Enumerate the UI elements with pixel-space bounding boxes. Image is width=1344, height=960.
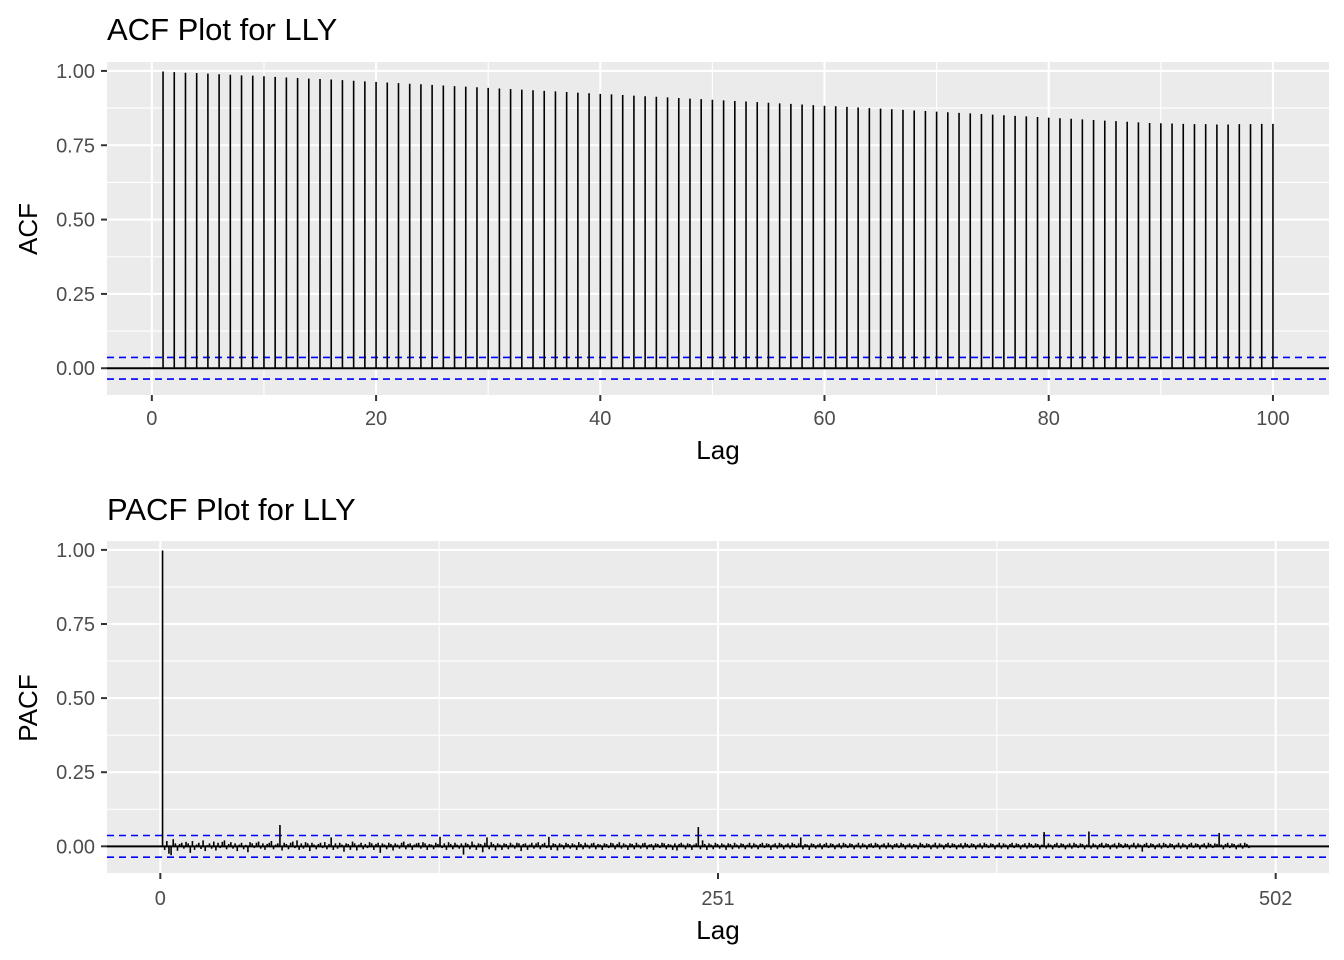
acf-y-axis: 0.00 0.25 0.50 0.75 1.00 [56,61,107,380]
x-tick-label: 40 [589,408,611,430]
y-tick-label: 0.50 [56,688,95,710]
x-tick-label: 20 [365,408,387,430]
y-tick-label: 0.75 [56,135,95,157]
y-tick-label: 0.75 [56,614,95,636]
acf-chart-title: ACF Plot for LLY [107,12,337,47]
pacf-chart: PACF Plot for LLY 0.00 0.25 0.50 0.75 1.00 0… [13,492,1329,945]
pacf-y-axis-title: PACF [13,674,43,741]
acf-plot-panel [107,62,1329,395]
x-tick-label: 100 [1256,408,1289,430]
pacf-stems [107,550,1329,856]
x-tick-label: 502 [1259,888,1292,910]
y-tick-label: 0.50 [56,210,95,232]
y-tick-label: 0.00 [56,358,95,380]
x-tick-label: 80 [1038,408,1060,430]
x-tick-label: 60 [813,408,835,430]
pacf-y-axis: 0.00 0.25 0.50 0.75 1.00 [56,540,107,858]
y-tick-label: 0.00 [56,836,95,858]
pacf-x-axis: 0 251 502 [155,873,1292,910]
y-tick-label: 1.00 [56,540,95,562]
acf-y-axis-title: ACF [13,203,43,255]
acf-x-axis: 0 20 40 60 80 100 [146,395,1290,430]
pacf-chart-title: PACF Plot for LLY [107,492,356,527]
x-tick-label: 251 [701,888,734,910]
y-tick-label: 0.25 [56,762,95,784]
pacf-x-axis-title: Lag [696,915,739,945]
x-tick-label: 0 [146,408,157,430]
acf-x-axis-title: Lag [696,435,739,465]
y-tick-label: 1.00 [56,61,95,83]
x-tick-label: 0 [155,888,166,910]
y-tick-label: 0.25 [56,284,95,306]
acf-chart: ACF Plot for LLY 0.00 0.25 0.50 0.75 1.00 0 2… [13,12,1329,465]
acf-stems [107,71,1329,370]
